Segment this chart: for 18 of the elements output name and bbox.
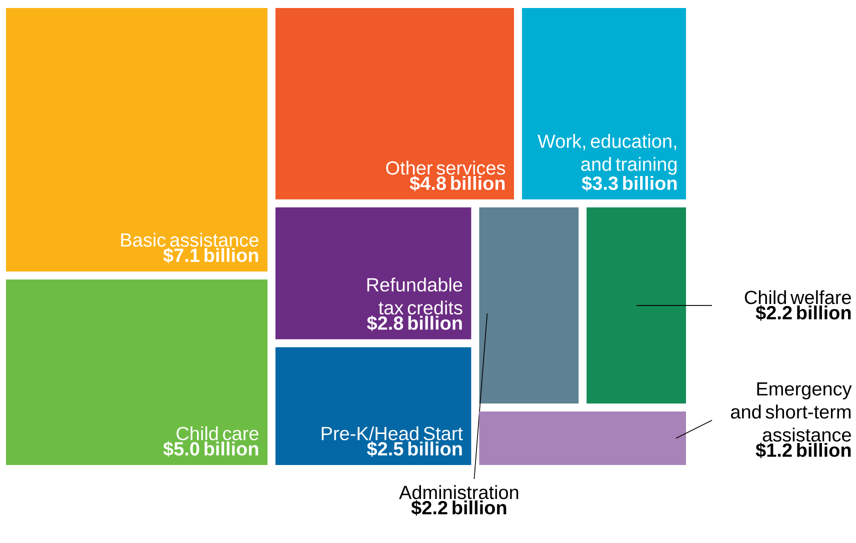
data-label: $7.1 billion xyxy=(163,248,258,264)
data-label: $2.2 billion xyxy=(411,500,506,516)
category-label: Administration xyxy=(399,485,518,500)
data-label: $2.2 billion xyxy=(756,305,851,321)
category-label: Work, education, and training xyxy=(538,134,677,175)
data-label: $2.8 billion xyxy=(367,316,462,332)
data-label: $4.8 billion xyxy=(410,176,505,192)
category-label: Pre-K/Head Start xyxy=(322,426,463,440)
category-label: Emergency and short-term assistance xyxy=(731,382,852,442)
category-label: Child care xyxy=(176,426,258,440)
data-label: $1.2 billion xyxy=(756,442,851,458)
data-label: $3.3 billion xyxy=(582,176,677,192)
category-label: Other services xyxy=(386,160,506,175)
category-label: Basic assistance xyxy=(121,232,258,247)
data-label: $2.5 billion xyxy=(367,441,462,457)
category-label: Child welfare xyxy=(744,290,851,304)
data-label: $5.0 billion xyxy=(163,441,258,457)
category-label: Refundable tax credits xyxy=(367,278,462,315)
